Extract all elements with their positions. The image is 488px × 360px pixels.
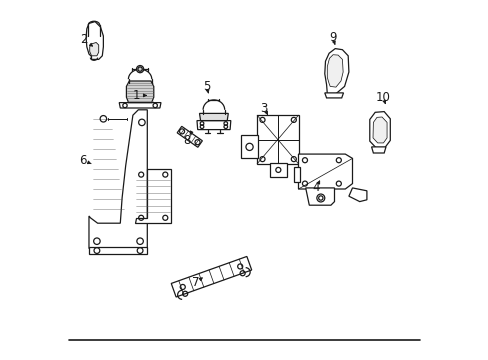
Polygon shape (89, 247, 147, 254)
Polygon shape (126, 81, 153, 103)
Text: 9: 9 (328, 31, 336, 44)
Polygon shape (324, 49, 348, 94)
Polygon shape (241, 135, 258, 158)
Text: 3: 3 (260, 102, 267, 114)
Polygon shape (326, 55, 343, 87)
Text: 7: 7 (192, 276, 199, 289)
Polygon shape (197, 121, 230, 130)
Polygon shape (372, 117, 386, 143)
Polygon shape (89, 110, 147, 248)
Polygon shape (86, 22, 103, 59)
Circle shape (136, 66, 143, 73)
Text: 10: 10 (375, 91, 390, 104)
Polygon shape (257, 115, 298, 164)
Polygon shape (199, 113, 228, 121)
Polygon shape (298, 154, 352, 189)
Polygon shape (294, 167, 299, 182)
Polygon shape (171, 256, 251, 297)
Text: 4: 4 (312, 181, 320, 194)
Polygon shape (305, 188, 334, 205)
Text: 1: 1 (132, 89, 140, 102)
Polygon shape (371, 147, 385, 153)
Polygon shape (348, 188, 366, 202)
Polygon shape (324, 93, 343, 98)
Polygon shape (269, 163, 286, 177)
Text: 8: 8 (183, 134, 190, 147)
Polygon shape (369, 112, 389, 148)
Text: 5: 5 (203, 80, 210, 93)
Polygon shape (177, 126, 202, 147)
Text: 6: 6 (79, 154, 86, 167)
Polygon shape (134, 169, 170, 223)
Polygon shape (89, 42, 99, 56)
Text: 2: 2 (81, 33, 88, 46)
Polygon shape (119, 103, 161, 108)
